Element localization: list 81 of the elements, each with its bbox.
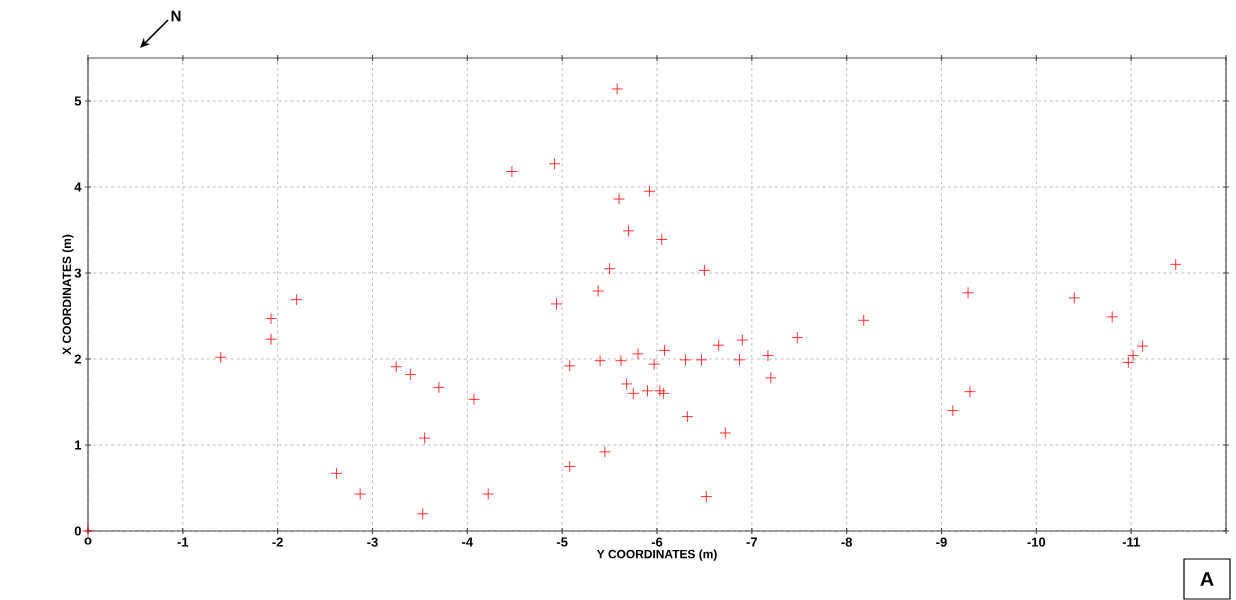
point: [964, 385, 976, 398]
x-axis-title: Y COORDINATES (m): [596, 549, 717, 561]
point: [947, 404, 959, 417]
x-tick-label: -6: [651, 537, 663, 547]
point: [719, 427, 732, 439]
y-tick-label: 1: [75, 440, 82, 450]
point: [632, 347, 644, 360]
x-tick-label: -3: [367, 537, 378, 547]
point: [641, 384, 654, 397]
point: [700, 490, 713, 503]
x-tick-label: o: [84, 537, 92, 545]
point: [657, 387, 670, 400]
point: [82, 525, 94, 537]
x-tick-label: -5: [556, 537, 568, 547]
point: [658, 344, 671, 357]
point: [762, 349, 774, 362]
point: [418, 432, 431, 444]
point: [550, 298, 563, 310]
point: [627, 387, 640, 400]
point: [1068, 292, 1081, 304]
point: [598, 445, 611, 458]
point: [857, 314, 870, 327]
y-tick-label: 3: [74, 268, 82, 278]
point: [962, 286, 974, 299]
point: [433, 381, 445, 394]
point: [620, 378, 633, 390]
point: [615, 354, 627, 367]
point: [643, 185, 656, 198]
point: [416, 507, 429, 520]
point: [791, 331, 804, 344]
x-tick-label: -9: [936, 537, 947, 547]
y-tick-label: 0: [74, 526, 81, 536]
x-tick-label: -7: [746, 537, 758, 547]
point: [1106, 310, 1119, 323]
point: [265, 333, 277, 346]
point: [1169, 258, 1182, 271]
point: [603, 262, 616, 275]
point: [653, 384, 666, 397]
point: [290, 293, 303, 306]
point: [655, 233, 668, 246]
x-tick-label: -8: [841, 537, 853, 547]
point: [404, 368, 417, 381]
point: [548, 157, 561, 170]
point: [1136, 340, 1149, 352]
x-tick-label: -1: [177, 537, 189, 547]
point: [1122, 356, 1135, 369]
text: N: [171, 10, 181, 22]
point: [214, 351, 227, 364]
x-tick-label: -10: [1027, 537, 1046, 547]
point: [622, 224, 635, 237]
point: [698, 264, 711, 277]
y-tick-label: 2: [74, 354, 81, 364]
y-tick-label: 5: [74, 96, 82, 106]
point: [648, 358, 661, 371]
point: [611, 83, 624, 95]
y-tick-label: 4: [74, 182, 82, 192]
text: A: [1200, 572, 1214, 586]
point: [390, 360, 403, 373]
x-tick-label: -11: [1122, 537, 1140, 547]
point: [679, 353, 692, 366]
point: [506, 165, 518, 178]
point: [354, 488, 367, 500]
point: [563, 359, 576, 372]
point: [563, 460, 576, 473]
point: [736, 334, 749, 346]
x-tick-label: -4: [462, 537, 474, 547]
point: [265, 312, 277, 325]
point: [330, 467, 343, 480]
point: [482, 488, 495, 500]
point: [592, 285, 605, 297]
point: [1127, 349, 1139, 362]
x-tick-label: -2: [272, 537, 283, 547]
point: [733, 353, 746, 366]
point: [712, 339, 725, 352]
point: [594, 354, 606, 367]
point: [613, 193, 625, 205]
point: [695, 353, 708, 366]
point: [764, 372, 777, 384]
point: [681, 410, 694, 423]
y-axis-title: X COORDINATES (m): [62, 234, 74, 355]
point: [468, 393, 480, 406]
